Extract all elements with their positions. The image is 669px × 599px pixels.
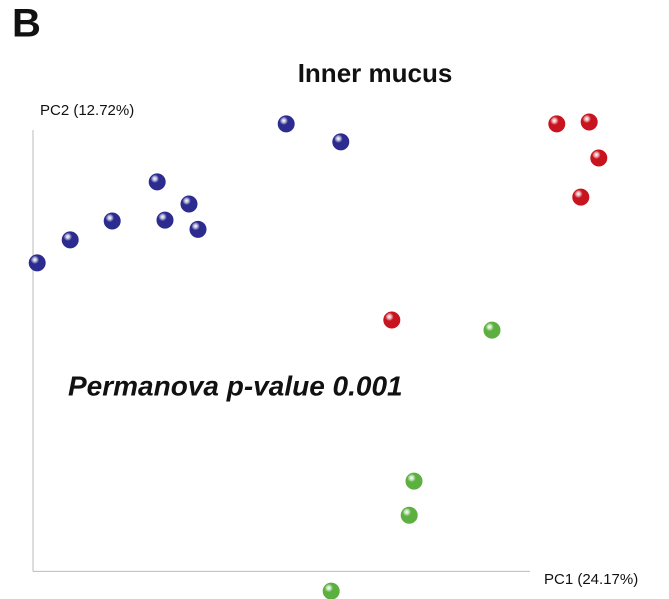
point [103, 212, 121, 230]
point [332, 133, 350, 151]
point [383, 311, 401, 329]
point [548, 115, 566, 133]
point [277, 115, 295, 133]
point [148, 173, 166, 191]
panel-label: B [12, 2, 41, 46]
x-axis-label: PC1 (24.17%) [544, 571, 638, 588]
point [322, 582, 340, 599]
point [156, 211, 174, 229]
annotation: Permanova p-value 0.001 [68, 370, 403, 401]
point [400, 506, 418, 524]
point [580, 113, 598, 131]
point [180, 195, 198, 213]
point [189, 220, 207, 238]
point [590, 149, 608, 167]
point [405, 472, 423, 490]
point [483, 321, 501, 339]
point [572, 188, 590, 206]
point [61, 231, 79, 249]
y-axis-label: PC2 (12.72%) [40, 102, 134, 119]
chart-title: Inner mucus [298, 58, 453, 88]
point [28, 254, 46, 272]
